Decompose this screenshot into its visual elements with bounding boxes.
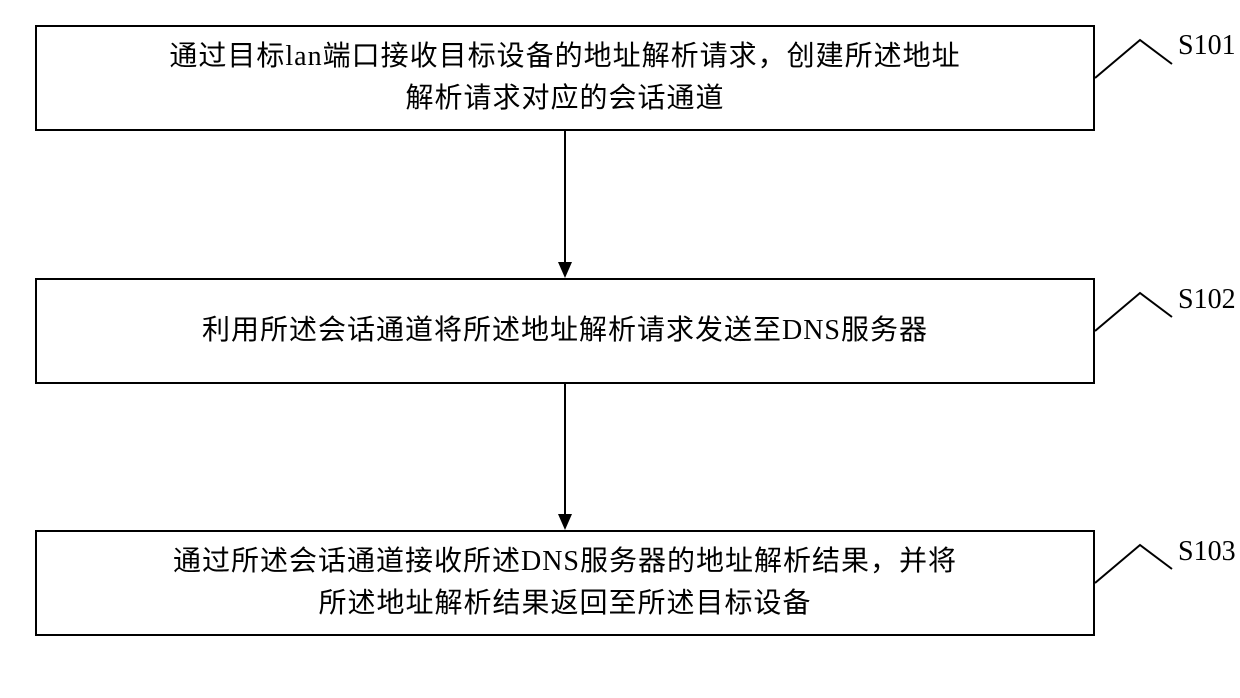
flow-node-s101: 通过目标lan端口接收目标设备的地址解析请求，创建所述地址 解析请求对应的会话通… [35,25,1095,131]
flow-node-s102: 利用所述会话通道将所述地址解析请求发送至DNS服务器 [35,278,1095,384]
step-label-s101: S101 [1178,30,1236,62]
node-line: 通过目标lan端口接收目标设备的地址解析请求，创建所述地址 [169,41,960,72]
node-line: 解析请求对应的会话通道 [405,83,724,114]
step-label-s103: S103 [1178,536,1236,568]
flowchart-canvas: 通过目标lan端口接收目标设备的地址解析请求，创建所述地址 解析请求对应的会话通… [0,0,1240,698]
node-line: 利用所述会话通道将所述地址解析请求发送至DNS服务器 [202,315,928,346]
node-line: 通过所述会话通道接收所述DNS服务器的地址解析结果，并将 [173,546,957,577]
flow-node-s102-text: 利用所述会话通道将所述地址解析请求发送至DNS服务器 [202,310,928,352]
flow-node-s101-text: 通过目标lan端口接收目标设备的地址解析请求，创建所述地址 解析请求对应的会话通… [169,36,960,120]
node-line: 所述地址解析结果返回至所述目标设备 [318,588,811,619]
step-label-s102: S102 [1178,284,1236,316]
flow-node-s103: 通过所述会话通道接收所述DNS服务器的地址解析结果，并将 所述地址解析结果返回至… [35,530,1095,636]
flow-node-s103-text: 通过所述会话通道接收所述DNS服务器的地址解析结果，并将 所述地址解析结果返回至… [173,541,957,625]
